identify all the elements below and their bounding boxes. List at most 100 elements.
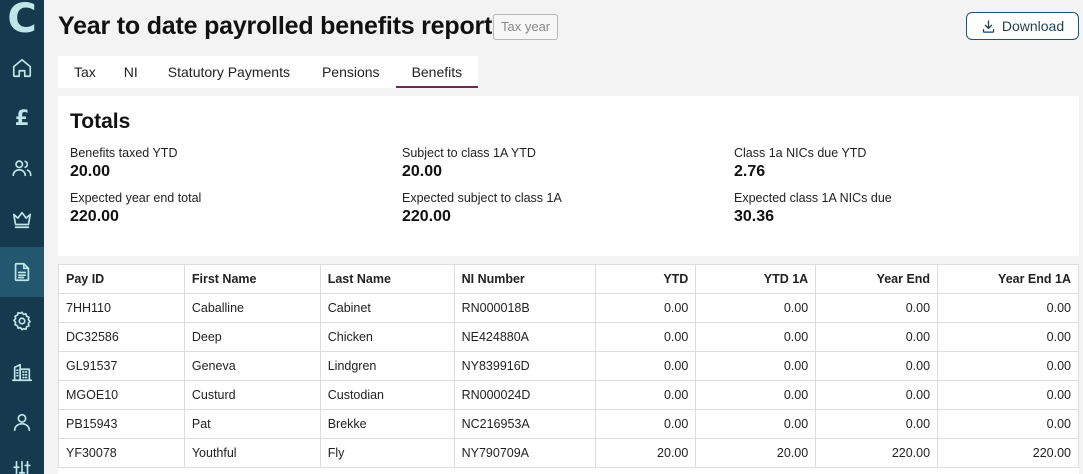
cell-ytd-1a: 20.00	[695, 438, 817, 468]
tab-ni[interactable]: NI	[123, 64, 138, 80]
benefits-table-container: Pay ID First Name Last Name NI Number YT…	[58, 264, 1079, 474]
cell-pay-id: PB15943	[58, 409, 185, 439]
cell-ytd-1a: 0.00	[695, 322, 817, 352]
sidebar-item-adjustments[interactable]	[0, 446, 44, 474]
table-row[interactable]: MGOE10 Custurd Custodian RN000024D 0.00 …	[58, 380, 1079, 410]
cell-pay-id: 7HH110	[58, 293, 185, 323]
stat-class-1a-nics-due-ytd: Class 1a NICs due YTD 2.76	[734, 146, 866, 181]
benefits-table: Pay ID First Name Last Name NI Number YT…	[58, 264, 1079, 468]
column-header[interactable]: YTD 1A	[695, 264, 817, 294]
cell-ytd-1a: 0.00	[695, 293, 817, 323]
table-header-row: Pay ID First Name Last Name NI Number YT…	[58, 264, 1079, 294]
stat-label: Class 1a NICs due YTD	[734, 146, 867, 160]
column-header[interactable]: Pay ID	[58, 264, 185, 294]
column-header[interactable]: Year End	[815, 264, 939, 294]
app-logo[interactable]: C	[0, 0, 44, 44]
stat-label: Subject to class 1A YTD	[402, 146, 536, 160]
table-row[interactable]: PB15943 Pat Brekke NC216953A 0.00 0.00 0…	[58, 409, 1079, 439]
column-header[interactable]: Last Name	[319, 264, 455, 294]
cell-year-end-1a: 0.00	[937, 409, 1079, 439]
cell-last-name: Brekke	[319, 409, 455, 439]
cell-year-end: 0.00	[815, 293, 939, 323]
building-icon	[12, 363, 32, 382]
report-tabs: Tax NI Statutory Payments Pensions Benef…	[58, 56, 479, 88]
cell-first-name: Caballine	[183, 293, 321, 323]
cell-pay-id: DC32586	[58, 322, 185, 352]
stat-subject-class-1a-ytd: Subject to class 1A YTD 20.00	[402, 146, 536, 181]
cell-ni-number: RN000024D	[453, 380, 597, 410]
cell-last-name: Cabinet	[319, 293, 455, 323]
sidebar-item-benefits[interactable]	[0, 195, 44, 243]
cell-ni-number: NC216953A	[453, 409, 597, 439]
cell-first-name: Youthful	[183, 438, 321, 468]
table-row[interactable]: YF30078 Youthful Fly NY790709A 20.00 20.…	[58, 438, 1079, 468]
user-icon	[13, 413, 31, 432]
sidebar-item-home[interactable]	[0, 44, 44, 92]
cell-first-name: Deep	[183, 322, 321, 352]
cell-pay-id: MGOE10	[58, 380, 185, 410]
table-row[interactable]: 7HH110 Caballine Cabinet RN000018B 0.00 …	[58, 293, 1079, 323]
logo-letter: C	[7, 0, 37, 42]
sidebar-item-account[interactable]	[0, 398, 44, 446]
sliders-icon	[13, 460, 31, 474]
totals-heading: Totals	[70, 110, 131, 133]
tab-tax[interactable]: Tax	[74, 64, 96, 80]
stat-value: 220.00	[402, 208, 451, 225]
cell-year-end-1a: 0.00	[937, 380, 1079, 410]
cell-year-end-1a: 220.00	[937, 438, 1079, 468]
stat-expected-year-end-total: Expected year end total 220.00	[70, 191, 201, 226]
stat-value: 20.00	[70, 163, 111, 180]
stat-label: Expected class 1A NICs due	[734, 191, 892, 205]
tab-statutory-payments[interactable]: Statutory Payments	[167, 64, 290, 80]
stat-label: Expected year end total	[70, 191, 202, 205]
column-header[interactable]: Year End 1A	[937, 264, 1079, 294]
cell-pay-id: YF30078	[58, 438, 185, 468]
stat-value: 30.36	[734, 208, 775, 225]
document-icon	[14, 262, 30, 282]
stat-value: 2.76	[734, 163, 766, 180]
table-row[interactable]: DC32586 Deep Chicken NE424880A 0.00 0.00…	[58, 322, 1079, 352]
download-button[interactable]: Download	[966, 12, 1079, 40]
home-icon	[12, 58, 32, 78]
sidebar-item-company[interactable]	[0, 348, 44, 396]
column-header[interactable]: YTD	[595, 264, 697, 294]
stat-label: Benefits taxed YTD	[70, 146, 178, 160]
sidebar-item-settings[interactable]	[0, 297, 44, 345]
stat-value: 220.00	[70, 208, 119, 225]
column-header[interactable]: NI Number	[453, 264, 597, 294]
gear-icon	[13, 311, 31, 331]
cell-pay-id: GL91537	[58, 351, 185, 381]
stat-expected-class-1a-nics-due: Expected class 1A NICs due 30.36	[734, 191, 892, 226]
cell-last-name: Lindgren	[319, 351, 455, 381]
cell-ytd-1a: 0.00	[695, 409, 817, 439]
cell-ni-number: RN000018B	[453, 293, 597, 323]
cell-year-end: 0.00	[815, 380, 939, 410]
download-label: Download	[1001, 18, 1065, 34]
cell-last-name: Chicken	[319, 322, 455, 352]
cell-ni-number: NY790709A	[453, 438, 597, 468]
cell-ytd: 0.00	[595, 409, 697, 439]
sidebar-item-reports[interactable]	[0, 247, 44, 297]
tab-benefits[interactable]: Benefits	[395, 56, 479, 88]
sidebar: C £	[0, 0, 44, 474]
cell-year-end-1a: 0.00	[937, 293, 1079, 323]
stat-benefits-taxed-ytd: Benefits taxed YTD 20.00	[70, 146, 177, 181]
cell-first-name: Custurd	[183, 380, 321, 410]
tax-year-button[interactable]: Tax year	[493, 14, 559, 40]
cell-last-name: Custodian	[319, 380, 455, 410]
sidebar-item-pay[interactable]: £	[0, 94, 44, 142]
cell-ytd: 20.00	[595, 438, 697, 468]
cell-year-end: 0.00	[815, 351, 939, 381]
column-header[interactable]: First Name	[183, 264, 321, 294]
tab-pensions[interactable]: Pensions	[321, 64, 380, 80]
cell-year-end-1a: 0.00	[937, 322, 1079, 352]
pound-icon: £	[14, 106, 30, 130]
cell-ni-number: NE424880A	[453, 322, 597, 352]
sidebar-item-employees[interactable]	[0, 144, 44, 192]
cell-year-end: 0.00	[815, 322, 939, 352]
cell-year-end: 0.00	[815, 409, 939, 439]
cell-first-name: Pat	[183, 409, 321, 439]
table-row[interactable]: GL91537 Geneva Lindgren NY839916D 0.00 0…	[58, 351, 1079, 381]
cell-year-end-1a: 0.00	[937, 351, 1079, 381]
totals-panel: Totals Benefits taxed YTD 20.00 Subject …	[58, 96, 1079, 256]
